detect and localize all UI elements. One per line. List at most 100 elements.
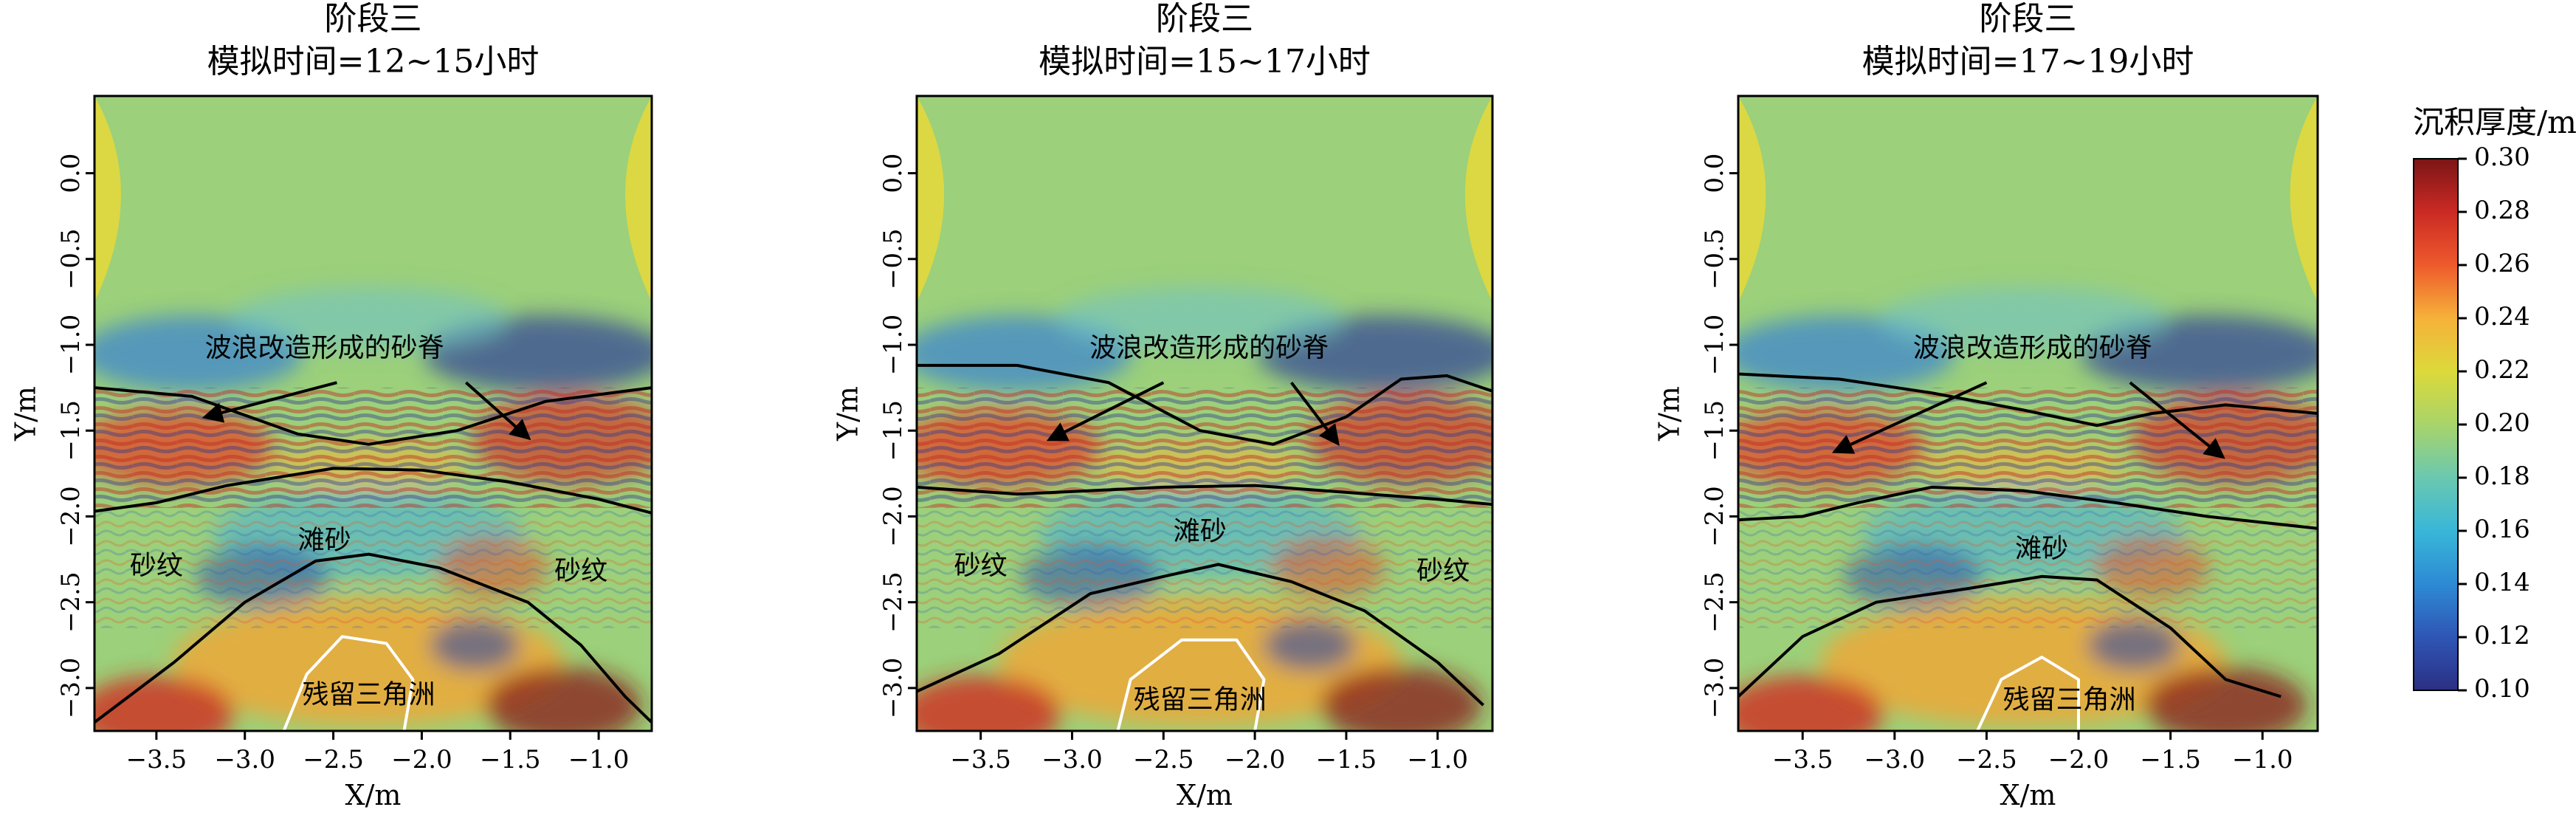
annotation-arrow (2129, 381, 2225, 459)
colorbar-tick-label: 0.18 (2474, 461, 2530, 491)
boundary-lower (917, 563, 1484, 707)
x-tick-label: −2.0 (391, 745, 452, 774)
colorbar-gradient (2413, 158, 2459, 691)
x-tick-label: −2.5 (303, 745, 364, 774)
y-tick-label: −3.0 (1700, 658, 1729, 719)
y-tick-label: −2.5 (56, 571, 86, 633)
y-tick-label: −1.5 (56, 400, 86, 461)
y-tick-label: −1.0 (56, 315, 86, 376)
y-tick-label: −2.5 (1700, 571, 1729, 633)
y-tick-label: 0.0 (1700, 154, 1729, 193)
boundary-middle (917, 484, 1492, 506)
annotation-label: 砂纹 (954, 551, 1008, 581)
y-axis-label: Y/m (832, 386, 864, 442)
plot-frame (915, 95, 1494, 732)
colorbar-tick-label: 0.22 (2474, 355, 2530, 385)
boundary-middle (94, 467, 652, 515)
y-tick-label: 0.0 (878, 154, 908, 193)
x-tick-label: −3.5 (950, 745, 1011, 774)
annotation-label: 滩砂 (2015, 534, 2068, 564)
ripple-texture (94, 507, 652, 628)
ridge-texture (917, 388, 1492, 508)
annotation-label: 残留三角洲 (1134, 684, 1267, 715)
colorbar-tick-label: 0.14 (2474, 568, 2530, 597)
annotation-arrow (465, 381, 531, 441)
y-tick-label: −3.0 (56, 658, 86, 719)
boundary-delta (282, 635, 415, 731)
annotation-label: 砂纹 (554, 556, 607, 586)
inlet-right (625, 96, 652, 302)
boundary-upper (94, 386, 652, 446)
x-tick-label: −2.5 (1133, 745, 1194, 774)
colorbar-tick-label: 0.28 (2474, 196, 2530, 225)
y-tick-label: −1.0 (878, 315, 908, 376)
x-tick-label: −1.0 (1407, 745, 1468, 774)
inlet-left (94, 96, 121, 302)
boundary-delta (1976, 656, 2080, 731)
colorbar-tick-label: 0.10 (2474, 674, 2530, 704)
annotation-label: 波浪改造形成的砂脊 (1913, 333, 2152, 363)
colorbar-tick-label: 0.12 (2474, 621, 2530, 650)
chart-subtitle: 模拟时间=12~15小时 (207, 43, 540, 80)
x-tick-label: −1.0 (2232, 745, 2293, 774)
annotation-label: 波浪改造形成的砂脊 (1089, 333, 1329, 363)
colorbar-tick-label: 0.26 (2474, 249, 2530, 278)
annotation-label: 波浪改造形成的砂脊 (205, 333, 444, 363)
colorbar-label: 沉积厚度/m (2413, 104, 2576, 140)
colorbar-ticks: 0.30 0.28 0.26 0.24 0.22 0.20 0.18 0.16 0.14 0.12… (2458, 142, 2530, 704)
boundary-delta (1116, 638, 1266, 731)
chart-subtitle: 模拟时间=17~19小时 (1862, 43, 2194, 80)
y-tick-label: −0.5 (878, 229, 908, 290)
annotation-arrow (1290, 381, 1340, 446)
boundary-upper (1738, 372, 2318, 427)
inlet-right (1464, 96, 1492, 302)
ripple-texture (1738, 507, 2318, 628)
y-axis-label: Y/m (10, 386, 42, 442)
x-tick-label: −2.0 (1225, 745, 1286, 774)
annotation-label: 残留三角洲 (303, 680, 435, 710)
annotation-label: 滩砂 (298, 525, 351, 555)
boundary-lower (1738, 574, 2281, 698)
chart-title: 阶段三 (1156, 0, 1253, 38)
inlet-right (2290, 96, 2318, 302)
chart-title: 阶段三 (1980, 0, 2077, 38)
y-tick-label: −1.5 (878, 400, 908, 461)
annotation-arrow (1831, 381, 1988, 454)
colorbar-tick-label: 0.24 (2474, 302, 2530, 332)
x-axis-label: X/m (1177, 779, 1233, 811)
boundary-upper (917, 363, 1492, 446)
x-axis-label: X/m (2000, 779, 2056, 811)
x-axis-label: X/m (345, 779, 402, 811)
annotation-label: 滩砂 (1174, 517, 1227, 547)
annotation-label: 砂纹 (1416, 556, 1470, 586)
plot-frame (93, 95, 653, 732)
y-tick-label: −2.0 (1700, 486, 1729, 547)
y-tick-label: −2.5 (878, 571, 908, 633)
x-tick-label: −2.5 (1956, 745, 2017, 774)
y-tick-label: −2.0 (878, 486, 908, 547)
inlet-left (1738, 96, 1766, 302)
chart-subtitle: 模拟时间=15~17小时 (1039, 43, 1371, 80)
chart-title: 阶段三 (325, 0, 422, 38)
annotation-label: 砂纹 (130, 551, 183, 581)
x-tick-label: −2.0 (2048, 745, 2110, 774)
colorbar-tick-label: 0.30 (2474, 142, 2530, 172)
boundary-middle (1738, 485, 2318, 530)
y-axis-label: Y/m (1653, 386, 1686, 442)
x-tick-label: −3.5 (1772, 745, 1833, 774)
y-tick-label: −2.0 (56, 486, 86, 547)
y-tick-label: −0.5 (56, 229, 86, 290)
colorbar-tick-label: 0.16 (2474, 515, 2530, 544)
colorbar: 沉积厚度/m 0.300.280.260.240.220.200.180.160… (2413, 104, 2576, 704)
plot-frame (1737, 95, 2319, 732)
x-tick-label: −1.5 (480, 745, 541, 774)
y-tick-label: 0.0 (56, 154, 86, 193)
boundary-lower (94, 552, 652, 724)
x-tick-label: −1.0 (568, 745, 630, 774)
